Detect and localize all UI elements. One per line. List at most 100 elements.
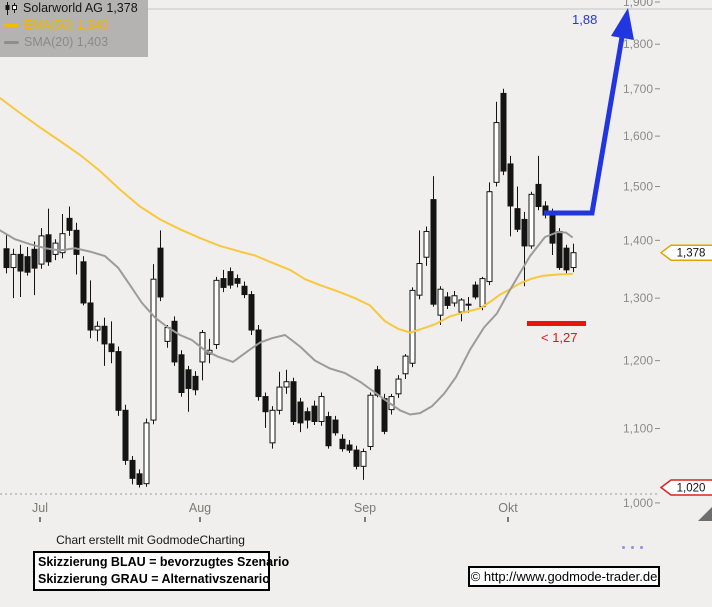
resize-grip[interactable] [698, 507, 712, 521]
candle-body [143, 422, 150, 485]
selection-handle-dot[interactable] [622, 546, 625, 549]
candle-body [325, 416, 332, 447]
support-line-drawing[interactable] [527, 321, 586, 326]
support-level-label[interactable]: < 1,27 [541, 330, 578, 345]
candle-body [290, 381, 297, 422]
legend-sma-row[interactable]: SMA(20) 1,403 [0, 34, 148, 51]
price-tag-label: 1,020 [677, 482, 706, 494]
candle-body [458, 299, 465, 313]
candle-body [472, 284, 479, 298]
price-tick-label: 1,100 [623, 422, 653, 436]
candle-body [507, 163, 514, 207]
selection-handle-dot[interactable] [640, 546, 643, 549]
ema-swatch-icon [4, 24, 19, 27]
candle-body [514, 208, 521, 230]
candle-body [430, 199, 437, 305]
sma-swatch-icon [4, 41, 19, 44]
legend-sma-label: SMA(20) 1,403 [24, 35, 109, 49]
candle-body [248, 294, 255, 331]
candle-body [486, 191, 493, 283]
candle-body [367, 394, 374, 447]
candlestick-icon [5, 2, 17, 15]
legend-ema-row[interactable]: EMA(50) 1,340 [0, 17, 148, 34]
candle-body [241, 285, 248, 296]
candle-body [276, 386, 283, 411]
candle-body [409, 289, 416, 364]
scenario-gray-text: Skizzierung GRAU = Alternativszenario [38, 572, 270, 586]
price-tick-label: 1,500 [623, 179, 653, 193]
month-label: Aug [189, 501, 211, 515]
target-arrow-head[interactable] [611, 8, 634, 40]
scenario-blue-text: Skizzierung BLAU = bevorzugtes Szenario [38, 555, 290, 569]
candle-body [346, 444, 353, 451]
candle-body [304, 411, 311, 421]
candle-body [465, 303, 472, 306]
candle-body [227, 271, 234, 286]
price-tick-label: 1,300 [623, 291, 653, 305]
candle-body [136, 473, 143, 485]
chart-legend: Solarworld AG 1,378 EMA(50) 1,340 SMA(20… [0, 0, 148, 57]
candle-body [213, 279, 220, 346]
price-tick-label: 1,200 [623, 354, 653, 368]
month-label: Jul [32, 501, 48, 515]
candle-body [423, 230, 430, 258]
candle-body [255, 329, 262, 398]
candle-body [150, 278, 157, 421]
candle-body [381, 398, 388, 432]
candle-body [283, 381, 290, 388]
ema50-line [0, 97, 573, 334]
candle-body [122, 409, 129, 461]
candle-body [332, 419, 339, 434]
candle-body [521, 218, 528, 247]
price-tick-label: 1,800 [623, 37, 653, 51]
candle-body [115, 351, 122, 411]
candle-body [493, 122, 500, 183]
legend-symbol-row[interactable]: Solarworld AG 1,378 [0, 0, 148, 17]
price-tag [659, 244, 712, 261]
candle-body [17, 253, 24, 272]
candle-body [129, 459, 136, 479]
price-tag-label: 1,378 [677, 248, 706, 260]
candle-body [10, 253, 17, 269]
candle-body [451, 295, 458, 304]
candle-body [171, 320, 178, 363]
candle-body [59, 233, 66, 254]
candle-body [360, 451, 367, 467]
candle-body [192, 375, 199, 391]
target-price-label[interactable]: 1,88 [572, 12, 598, 27]
target-arrow-shaft[interactable] [544, 36, 625, 216]
candle-body [444, 296, 451, 306]
candle-body [402, 355, 409, 375]
selection-handle-dot[interactable] [631, 546, 634, 549]
price-tick-label: 1,000 [623, 496, 653, 510]
legend-ema-label: EMA(50) 1,340 [24, 18, 109, 32]
candle-body [395, 378, 402, 395]
candle-body [185, 369, 192, 389]
candle-body [311, 405, 318, 422]
candle-body [500, 92, 507, 172]
candle-body [570, 252, 577, 269]
candle-body [549, 211, 556, 244]
candle-body [528, 193, 535, 247]
candle-body [108, 343, 115, 353]
candle-body [535, 183, 542, 208]
candle-body [80, 261, 87, 304]
candle-body [38, 235, 45, 265]
candle-body [556, 230, 563, 269]
candle-body [269, 409, 276, 444]
candle-body [101, 325, 108, 345]
chart-credit-text: Chart erstellt mit GodmodeCharting [56, 533, 245, 547]
copyright-box: © http://www.godmode-trader.de [468, 566, 660, 587]
candle-body [87, 302, 94, 331]
candle-body [164, 327, 171, 342]
candle-body [374, 369, 381, 396]
candle-body [353, 449, 360, 467]
candle-body [3, 248, 10, 269]
month-label: Sep [354, 501, 376, 515]
price-tag [659, 479, 712, 496]
price-tick-label: 1,900 [623, 0, 653, 9]
candle-body [24, 256, 31, 273]
candle-body [157, 247, 164, 298]
